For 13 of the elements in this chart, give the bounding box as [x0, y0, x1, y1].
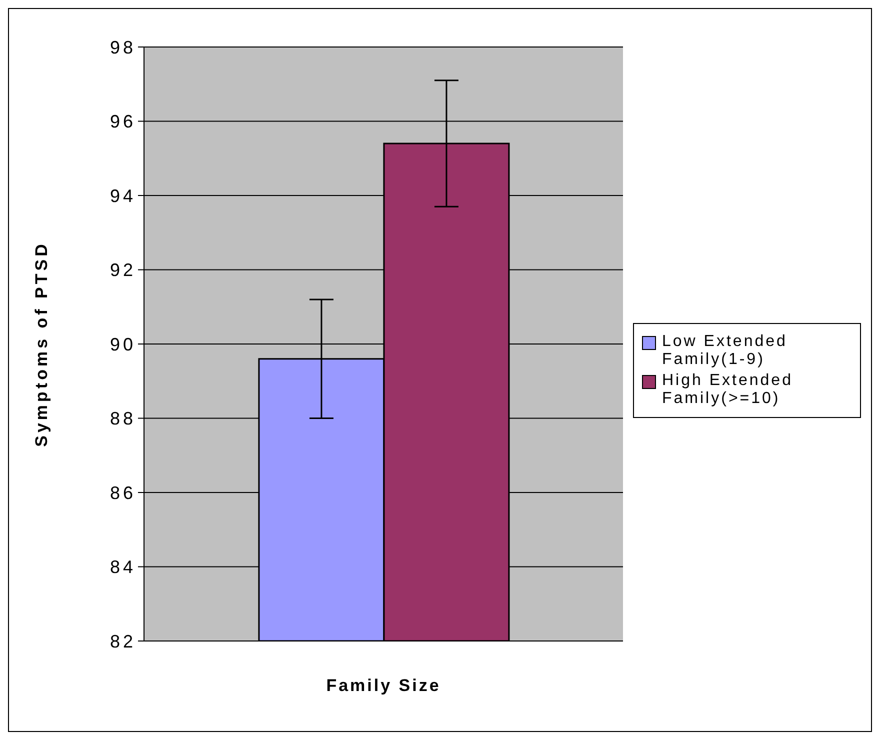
y-axis-title: Symptoms of PTSD: [32, 241, 52, 447]
y-tick-label: 98: [110, 37, 136, 58]
legend-label: Low Extended Family(1-9): [662, 332, 788, 368]
y-tick-label: 82: [110, 631, 136, 652]
y-tick-label: 84: [110, 557, 136, 578]
legend-label: High Extended Family(>=10): [662, 372, 794, 408]
y-tick-label: 86: [110, 482, 136, 503]
y-tick-label: 88: [110, 408, 136, 429]
y-tick-label: 96: [110, 112, 136, 132]
y-tick-label: 90: [110, 334, 136, 354]
y-tick-label: 94: [110, 186, 136, 206]
y-tick-label: 92: [110, 260, 136, 280]
x-axis-title: Family Size: [326, 676, 441, 695]
